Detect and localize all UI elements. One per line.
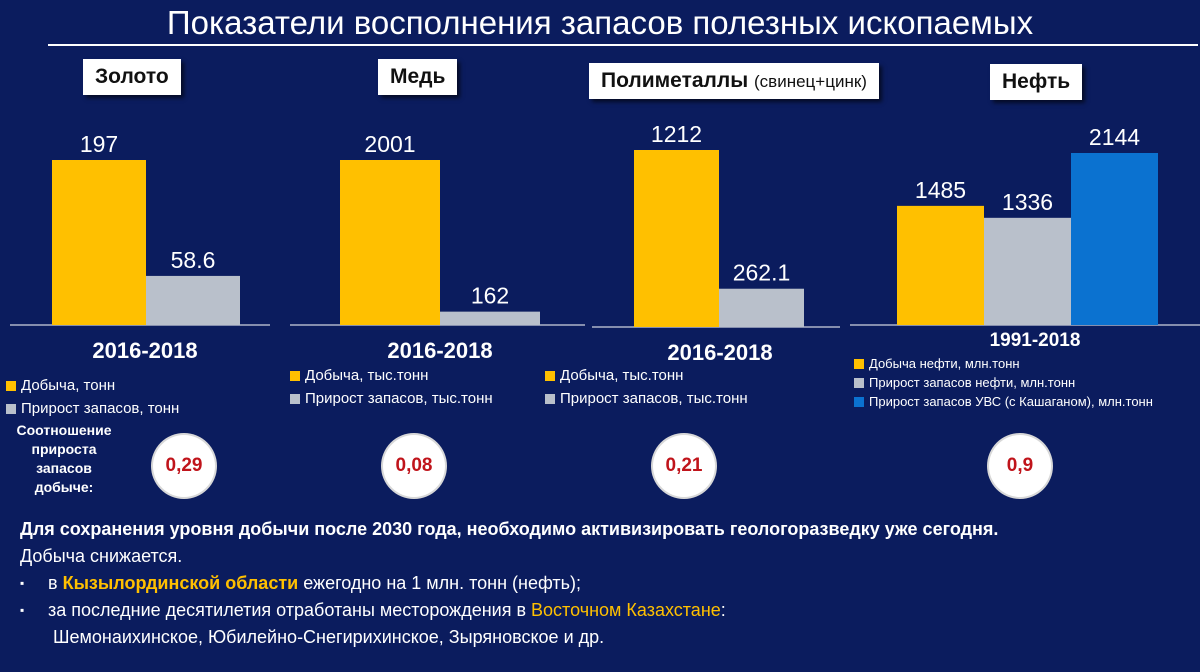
bullet-text: за последние десятилетия отработаны мест… — [48, 597, 726, 624]
legend-text: Прирост запасов нефти, млн.тонн — [869, 375, 1076, 390]
legend-swatch-production — [545, 370, 555, 381]
chart-label-oil: Нефть — [990, 64, 1083, 100]
legend-text: Прирост запасов, тонн — [21, 400, 180, 417]
chart-label-copper: Медь — [378, 59, 458, 95]
period-label-gold: 2016-2018 — [92, 338, 198, 363]
chart-label-gold: Золото — [83, 59, 181, 95]
bullet-marker: ▪ — [20, 603, 25, 617]
bullet-text-part: за последние десятилетия отработаны мест… — [48, 600, 532, 620]
bar — [897, 205, 984, 325]
legend-text: Добыча, тыс.тонн — [560, 367, 684, 384]
legend-text: Прирост запасов УВС (с Кашаганом), млн.т… — [869, 394, 1153, 409]
period-label-oil: 1991-2018 — [989, 330, 1081, 351]
bar — [440, 311, 540, 325]
chart-label-text: Полиметаллы — [601, 69, 749, 92]
bar — [340, 160, 440, 325]
bullet-item: ▪ за последние десятилетия отработаны ме… — [20, 597, 1190, 624]
data-label: 262.1 — [733, 260, 791, 286]
ratio-badge-copper: 0,08 — [383, 435, 445, 497]
bullet-marker: ▪ — [20, 576, 25, 590]
legend-item: Добыча, тыс.тонн — [545, 364, 748, 387]
ratio-badge-gold: 0,29 — [153, 435, 215, 497]
bullet-item: ▪ в Кызылординской области ежегодно на 1… — [20, 570, 1190, 597]
data-label: 58.6 — [171, 247, 216, 273]
data-label: 1212 — [651, 121, 702, 147]
period-label-polymetals: 2016-2018 — [667, 340, 773, 365]
legend-text: Добыча нефти, млн.тонн — [869, 356, 1020, 371]
highlighted-region: Восточном Казахстане — [531, 600, 721, 620]
bullet-text-part: ежегодно на 1 млн. тонн (нефть); — [298, 573, 582, 593]
bullet-text-part: в — [48, 573, 63, 593]
bar — [984, 217, 1071, 325]
legend-swatch-growth — [545, 393, 555, 404]
bar — [52, 160, 146, 325]
legend-item: Прирост запасов, тыс.тонн — [290, 387, 493, 410]
legend-text: Прирост запасов, тыс.тонн — [560, 390, 748, 407]
legend-swatch-growth — [854, 377, 864, 388]
legend-item: Добыча, тыс.тонн — [290, 364, 493, 387]
legend-swatch-growth — [290, 393, 300, 404]
bullet-text: в Кызылординской области ежегодно на 1 м… — [48, 570, 581, 597]
bar — [146, 275, 240, 325]
legend-text: Добыча, тонн — [21, 377, 116, 394]
legend-swatch-growth-uvs — [854, 396, 864, 407]
chart-label-polymetals: Полиметаллы (свинец+цинк) — [589, 63, 879, 99]
conclusion-line: Добыча снижается. — [20, 546, 183, 566]
bar — [634, 150, 719, 327]
legend-text: Прирост запасов, тыс.тонн — [305, 390, 493, 407]
legend-item: Прирост запасов нефти, млн.тонн — [854, 373, 1153, 392]
legend-swatch-production — [6, 380, 16, 391]
data-label: 1485 — [915, 177, 966, 203]
legend-item: Прирост запасов УВС (с Кашаганом), млн.т… — [854, 392, 1153, 411]
ratio-label: Соотношение прироста запасов добыче: — [16, 422, 112, 495]
bar — [1071, 153, 1158, 325]
data-label: 2144 — [1089, 124, 1140, 150]
period-label-copper: 2016-2018 — [387, 338, 493, 363]
legend-item: Добыча нефти, млн.тонн — [854, 354, 1153, 373]
legend-text: Добыча, тыс.тонн — [305, 367, 429, 384]
conclusion-block: Для сохранения уровня добычи после 2030 … — [20, 516, 1190, 651]
legend-swatch-growth — [6, 403, 16, 414]
chart-label-subtext: (свинец+цинк) — [754, 72, 867, 91]
data-label: 1336 — [1002, 189, 1053, 215]
legend-item: Добыча, тонн — [6, 374, 179, 397]
legend-oil: Добыча нефти, млн.тонн Прирост запасов н… — [854, 354, 1153, 411]
chart-label-text: Медь — [390, 65, 446, 88]
legend-gold: Добыча, тонн Прирост запасов, тонн — [6, 374, 179, 420]
data-label: 197 — [80, 131, 118, 157]
legend-swatch-production — [290, 370, 300, 381]
legend-copper: Добыча, тыс.тонн Прирост запасов, тыс.то… — [290, 364, 493, 410]
title-divider — [48, 44, 1198, 46]
legend-item: Прирост запасов, тонн — [6, 397, 179, 420]
data-label: 2001 — [364, 131, 415, 157]
chart-label-text: Золото — [95, 65, 169, 88]
bullet-continuation: Шемонаихинское, Юбилейно-Снегирихинское,… — [53, 627, 605, 647]
ratio-badge-oil: 0,9 — [989, 435, 1051, 497]
legend-swatch-production — [854, 358, 864, 369]
legend-polymetals: Добыча, тыс.тонн Прирост запасов, тыс.то… — [545, 364, 748, 410]
page-title: Показатели восполнения запасов полезных … — [166, 4, 1034, 41]
legend-item: Прирост запасов, тыс.тонн — [545, 387, 748, 410]
data-label: 162 — [471, 283, 509, 309]
chart-label-text: Нефть — [1002, 70, 1071, 93]
ratio-badge-polymetals: 0,21 — [653, 435, 715, 497]
bullet-text-part: : — [720, 600, 726, 620]
highlighted-region: Кызылординской области — [62, 573, 299, 593]
conclusion-headline: Для сохранения уровня добычи после 2030 … — [20, 519, 999, 539]
bar — [719, 288, 804, 327]
